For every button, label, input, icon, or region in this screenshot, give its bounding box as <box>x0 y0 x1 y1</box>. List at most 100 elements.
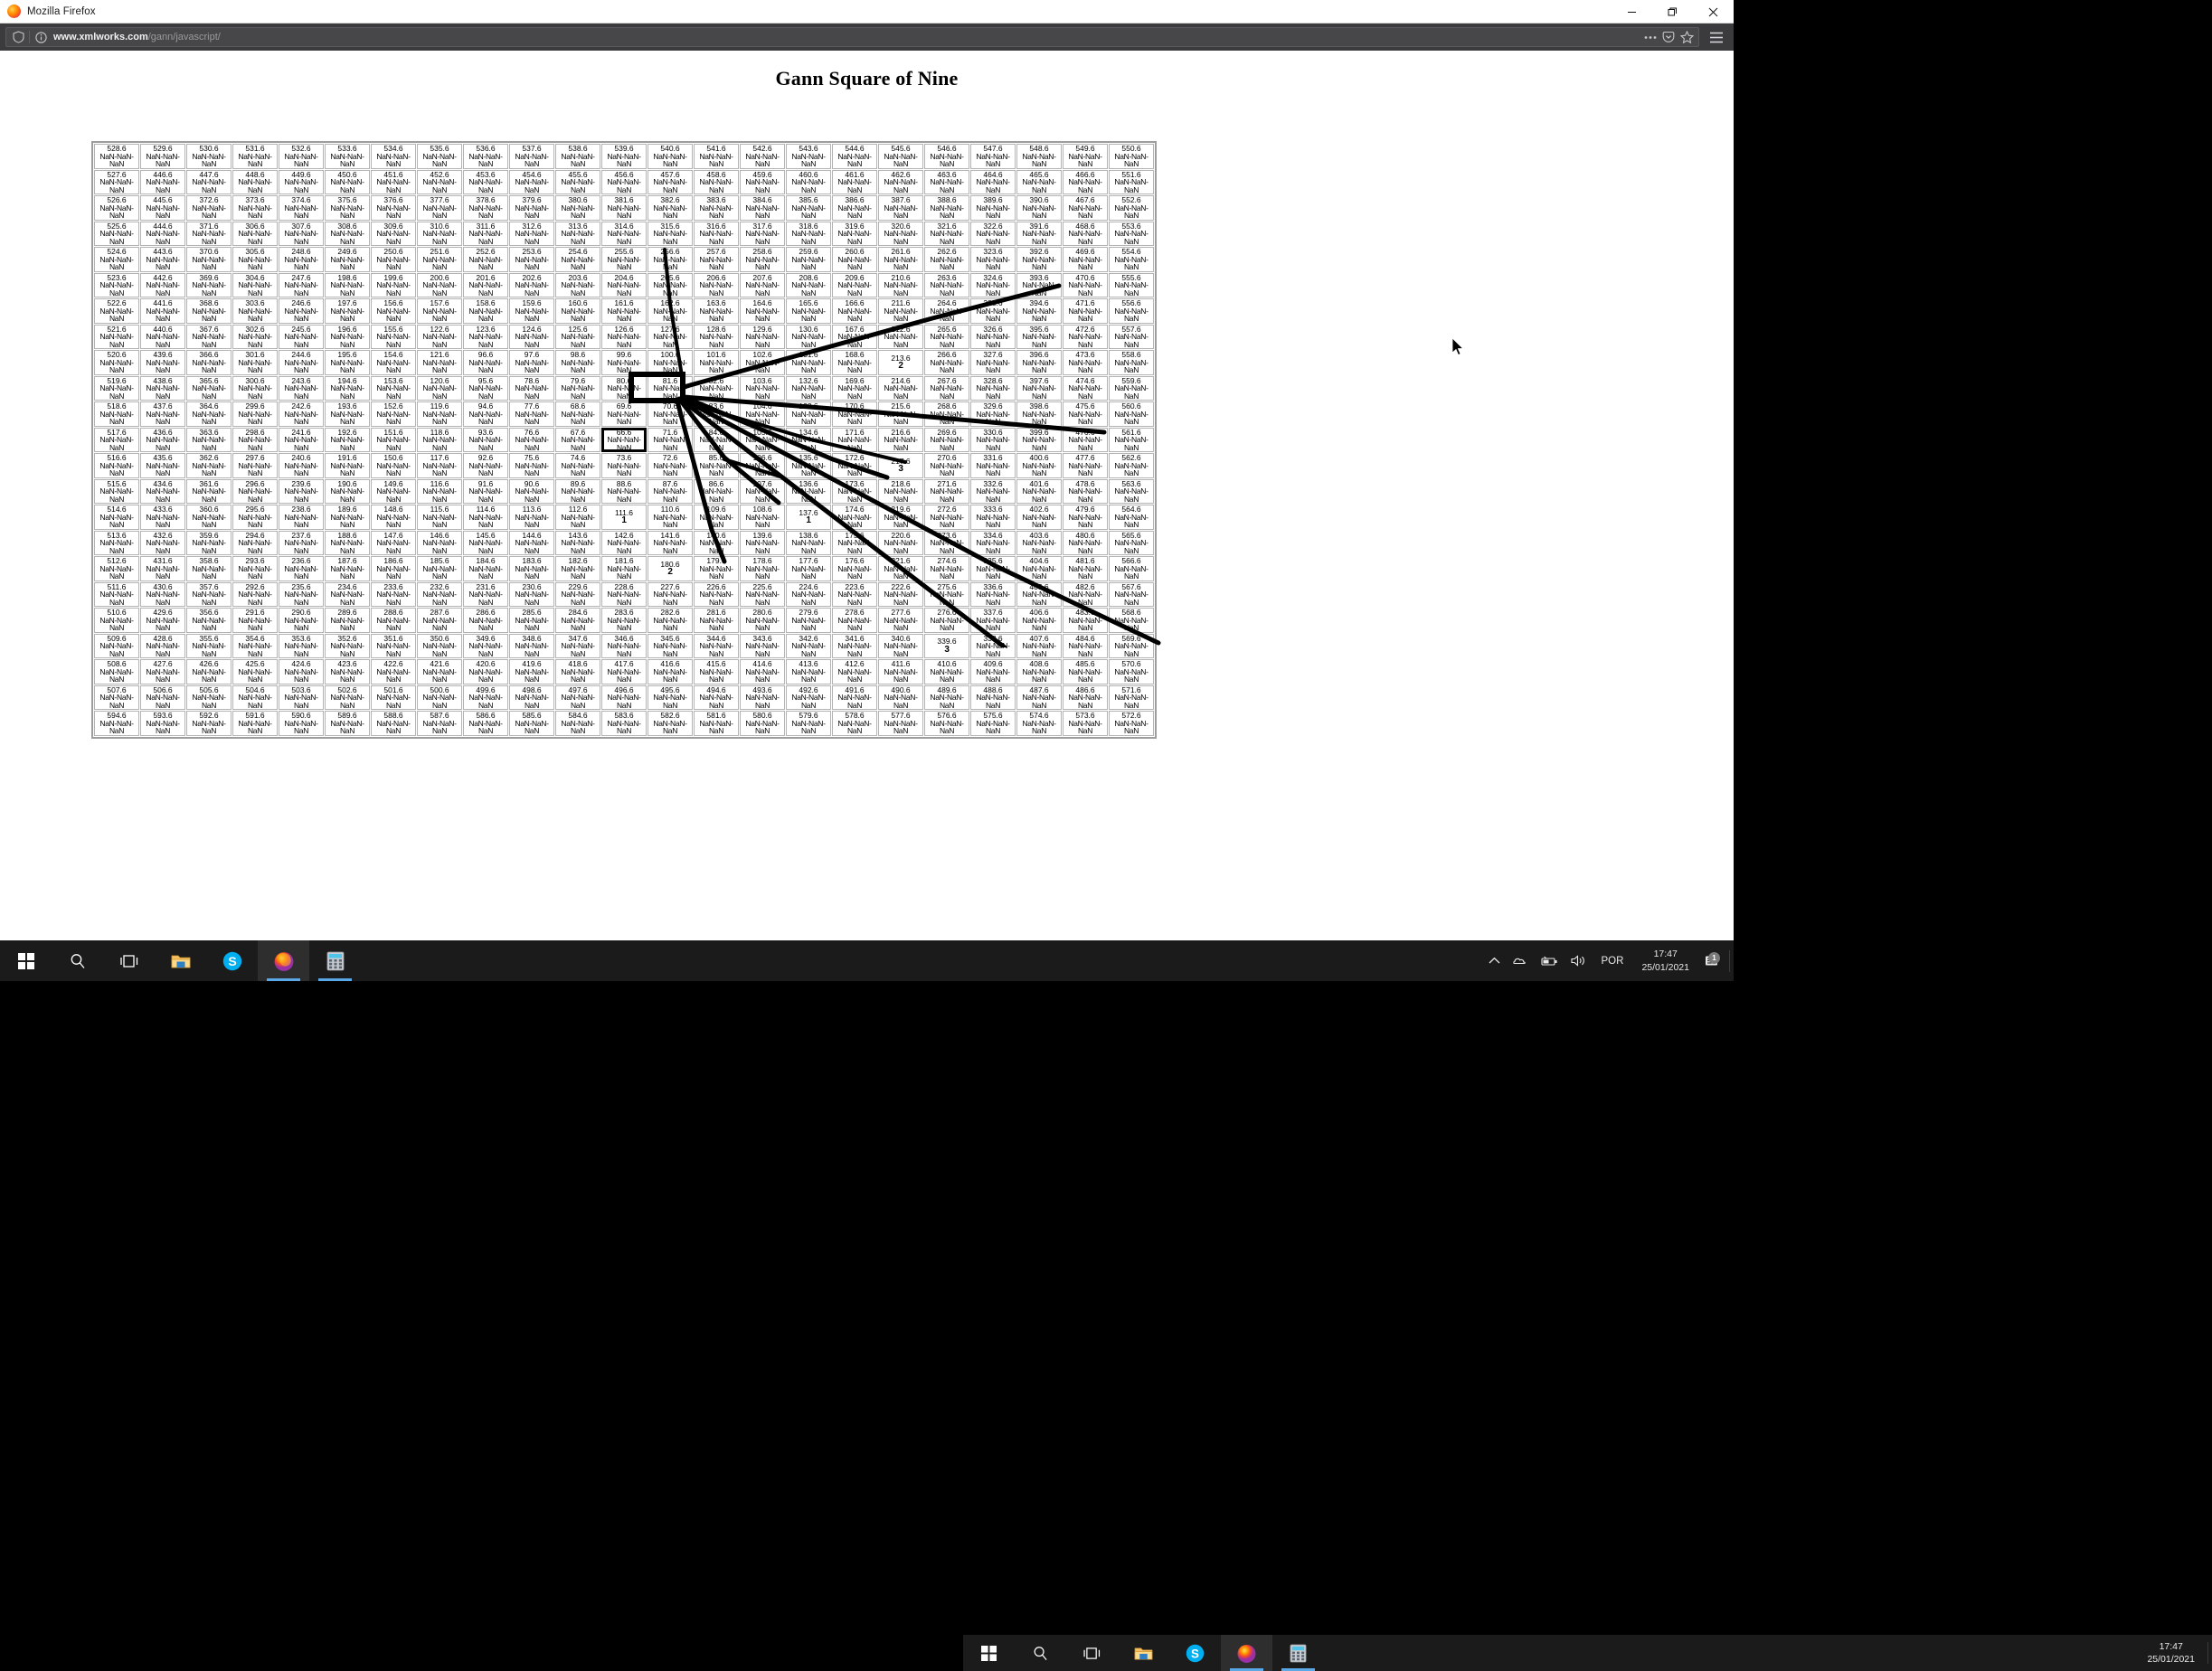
gann-cell[interactable]: 488.6 NaN-NaN-NaN <box>970 684 1016 710</box>
gann-cell[interactable]: 556.6 NaN-NaN-NaN <box>1109 298 1154 324</box>
gann-cell[interactable]: 537.6 NaN-NaN-NaN <box>509 144 554 169</box>
gann-cell[interactable]: 205.6 NaN-NaN-NaN <box>648 272 693 297</box>
gann-cell[interactable]: 344.6 NaN-NaN-NaN <box>694 633 739 658</box>
gann-cell[interactable]: 465.6 NaN-NaN-NaN <box>1016 169 1062 194</box>
url-text[interactable]: www.xmlworks.com/gann/javascript/ <box>53 32 221 42</box>
gann-cell[interactable]: 300.6 NaN-NaN-NaN <box>232 375 278 401</box>
gann-cell[interactable]: 546.6 NaN-NaN-NaN <box>924 144 969 169</box>
gann-cell[interactable]: 77.6 NaN-NaN-NaN <box>509 401 554 427</box>
gann-cell[interactable]: 474.6 NaN-NaN-NaN <box>1063 375 1108 401</box>
gann-cell[interactable]: 539.6 NaN-NaN-NaN <box>601 144 647 169</box>
hamburger-menu-icon[interactable] <box>1705 25 1728 49</box>
gann-cell[interactable]: 525.6 NaN-NaN-NaN <box>94 221 139 246</box>
gann-cell[interactable]: 414.6 NaN-NaN-NaN <box>740 659 785 684</box>
gann-cell[interactable]: 76.6 NaN-NaN-NaN <box>509 427 554 452</box>
gann-cell[interactable]: 364.6 NaN-NaN-NaN <box>186 401 232 427</box>
gann-cell[interactable]: 381.6 NaN-NaN-NaN <box>601 195 647 221</box>
file-explorer-icon[interactable] <box>155 940 206 981</box>
gann-cell[interactable]: 111.6 1 <box>601 505 647 530</box>
gann-cell[interactable]: 576.6 NaN-NaN-NaN <box>924 711 969 736</box>
gann-cell[interactable]: 217.6 3 <box>878 453 923 478</box>
gann-cell[interactable]: 395.6 NaN-NaN-NaN <box>1016 324 1062 349</box>
gann-cell[interactable]: 184.6 NaN-NaN-NaN <box>463 556 508 581</box>
gann-cell[interactable]: 109.6 NaN-NaN-NaN <box>694 505 739 530</box>
gann-cell[interactable]: 334.6 NaN-NaN-NaN <box>970 530 1016 555</box>
gann-cell[interactable]: 509.6 NaN-NaN-NaN <box>94 633 139 658</box>
gann-cell[interactable]: 228.6 NaN-NaN-NaN <box>601 581 647 607</box>
gann-cell[interactable]: 190.6 NaN-NaN-NaN <box>325 478 370 504</box>
gann-cell[interactable]: 326.6 NaN-NaN-NaN <box>970 324 1016 349</box>
gann-cell[interactable]: 330.6 NaN-NaN-NaN <box>970 427 1016 452</box>
gann-cell[interactable]: 575.6 NaN-NaN-NaN <box>970 711 1016 736</box>
gann-cell[interactable]: 256.6 NaN-NaN-NaN <box>648 247 693 272</box>
gann-cell[interactable]: 244.6 NaN-NaN-NaN <box>279 350 324 375</box>
gann-cell[interactable]: 418.6 NaN-NaN-NaN <box>555 659 600 684</box>
gann-cell[interactable]: 134.6 NaN-NaN-NaN <box>786 427 831 452</box>
gann-cell[interactable]: 389.6 NaN-NaN-NaN <box>970 195 1016 221</box>
gann-cell[interactable]: 210.6 NaN-NaN-NaN <box>878 272 923 297</box>
site-information-icon[interactable] <box>33 29 49 45</box>
gann-cell[interactable]: 74.6 NaN-NaN-NaN <box>555 453 600 478</box>
gann-cell[interactable]: 455.6 NaN-NaN-NaN <box>555 169 600 194</box>
gann-cell[interactable]: 564.6 NaN-NaN-NaN <box>1109 505 1154 530</box>
gann-cell[interactable]: 441.6 NaN-NaN-NaN <box>140 298 185 324</box>
gann-cell[interactable]: 138.6 NaN-NaN-NaN <box>786 530 831 555</box>
gann-cell[interactable]: 375.6 NaN-NaN-NaN <box>325 195 370 221</box>
gann-cell[interactable]: 428.6 NaN-NaN-NaN <box>140 633 185 658</box>
gann-cell[interactable]: 463.6 NaN-NaN-NaN <box>924 169 969 194</box>
gann-cell[interactable]: 444.6 NaN-NaN-NaN <box>140 221 185 246</box>
battery-icon[interactable] <box>1535 956 1564 967</box>
gann-cell[interactable]: 262.6 NaN-NaN-NaN <box>924 247 969 272</box>
gann-cell[interactable]: 222.6 NaN-NaN-NaN <box>878 581 923 607</box>
gann-cell[interactable]: 307.6 NaN-NaN-NaN <box>279 221 324 246</box>
gann-cell[interactable]: 361.6 NaN-NaN-NaN <box>186 478 232 504</box>
gann-cell[interactable]: 538.6 NaN-NaN-NaN <box>555 144 600 169</box>
star-icon[interactable] <box>1678 29 1695 45</box>
windows-start-icon-secondary[interactable] <box>963 1635 1015 1671</box>
onedrive-icon[interactable] <box>1507 955 1535 967</box>
gann-cell[interactable]: 235.6 NaN-NaN-NaN <box>279 581 324 607</box>
gann-cell[interactable]: 107.6 NaN-NaN-NaN <box>740 478 785 504</box>
gann-cell[interactable]: 329.6 NaN-NaN-NaN <box>970 401 1016 427</box>
gann-cell[interactable]: 103.6 NaN-NaN-NaN <box>740 375 785 401</box>
gann-cell[interactable]: 551.6 NaN-NaN-NaN <box>1109 169 1154 194</box>
gann-cell[interactable]: 504.6 NaN-NaN-NaN <box>232 684 278 710</box>
gann-cell[interactable]: 73.6 NaN-NaN-NaN <box>601 453 647 478</box>
gann-cell[interactable]: 83.6 NaN-NaN-NaN <box>694 401 739 427</box>
gann-cell[interactable]: 126.6 NaN-NaN-NaN <box>601 324 647 349</box>
gann-cell[interactable]: 569.6 NaN-NaN-NaN <box>1109 633 1154 658</box>
gann-cell[interactable]: 155.6 NaN-NaN-NaN <box>371 324 416 349</box>
gann-cell[interactable]: 405.6 NaN-NaN-NaN <box>1016 581 1062 607</box>
gann-cell[interactable]: 145.6 NaN-NaN-NaN <box>463 530 508 555</box>
gann-cell[interactable]: 457.6 NaN-NaN-NaN <box>648 169 693 194</box>
gann-cell[interactable]: 157.6 NaN-NaN-NaN <box>417 298 462 324</box>
gann-cell[interactable]: 197.6 NaN-NaN-NaN <box>325 298 370 324</box>
gann-cell[interactable]: 221.6 NaN-NaN-NaN <box>878 556 923 581</box>
gann-cell[interactable]: 505.6 NaN-NaN-NaN <box>186 684 232 710</box>
gann-cell[interactable]: 417.6 NaN-NaN-NaN <box>601 659 647 684</box>
gann-cell[interactable]: 196.6 NaN-NaN-NaN <box>325 324 370 349</box>
gann-cell[interactable]: 491.6 NaN-NaN-NaN <box>832 684 877 710</box>
gann-cell[interactable]: 139.6 NaN-NaN-NaN <box>740 530 785 555</box>
gann-cell[interactable]: 88.6 NaN-NaN-NaN <box>601 478 647 504</box>
skype-icon[interactable]: S <box>206 940 258 981</box>
gann-cell[interactable]: 255.6 NaN-NaN-NaN <box>601 247 647 272</box>
gann-cell[interactable]: 296.6 NaN-NaN-NaN <box>232 478 278 504</box>
gann-cell[interactable]: 92.6 NaN-NaN-NaN <box>463 453 508 478</box>
gann-cell[interactable]: 204.6 NaN-NaN-NaN <box>601 272 647 297</box>
gann-cell[interactable]: 442.6 NaN-NaN-NaN <box>140 272 185 297</box>
gann-cell[interactable]: 194.6 NaN-NaN-NaN <box>325 375 370 401</box>
gann-cell[interactable]: 302.6 NaN-NaN-NaN <box>232 324 278 349</box>
gann-cell[interactable]: 489.6 NaN-NaN-NaN <box>924 684 969 710</box>
gann-cell[interactable]: 365.6 NaN-NaN-NaN <box>186 375 232 401</box>
gann-cell[interactable]: 545.6 NaN-NaN-NaN <box>878 144 923 169</box>
gann-cell[interactable]: 163.6 NaN-NaN-NaN <box>694 298 739 324</box>
gann-cell[interactable]: 166.6 NaN-NaN-NaN <box>832 298 877 324</box>
gann-cell[interactable]: 85.6 NaN-NaN-NaN <box>694 453 739 478</box>
gann-cell[interactable]: 362.6 NaN-NaN-NaN <box>186 453 232 478</box>
file-explorer-icon-secondary[interactable] <box>1118 1635 1169 1671</box>
gann-cell[interactable]: 553.6 NaN-NaN-NaN <box>1109 221 1154 246</box>
gann-cell[interactable]: 211.6 NaN-NaN-NaN <box>878 298 923 324</box>
gann-cell[interactable]: 287.6 NaN-NaN-NaN <box>417 608 462 633</box>
gann-cell[interactable]: 311.6 NaN-NaN-NaN <box>463 221 508 246</box>
